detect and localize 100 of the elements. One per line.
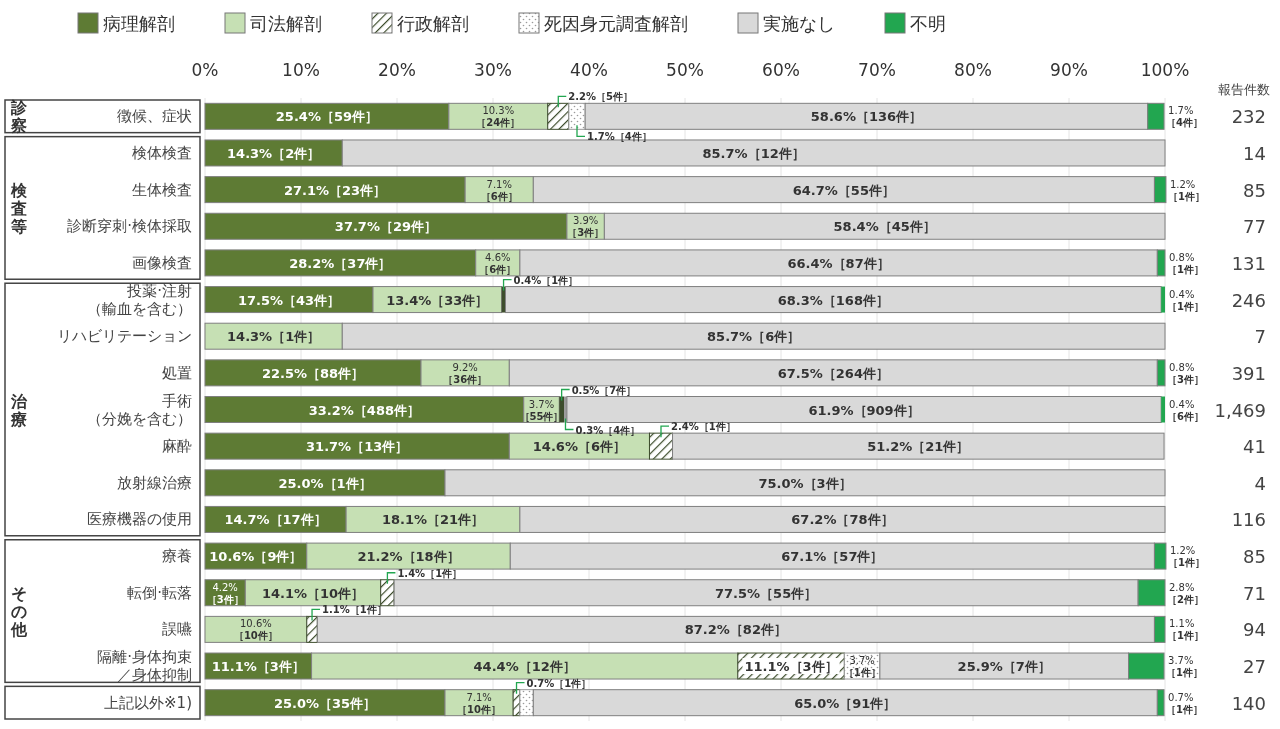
data-label: 0.4%［1件］ xyxy=(1167,288,1204,312)
x-tick-label: 40% xyxy=(570,60,608,80)
data-label: 4.2%［3件］ xyxy=(206,581,244,605)
y2-tick-label: 71 xyxy=(1243,582,1266,604)
data-label: 7.1%［10件］ xyxy=(457,691,502,715)
data-label: 0.3%［4件］ xyxy=(575,424,641,436)
text: 治療 xyxy=(10,391,28,429)
data-label: 58.4%［45件］ xyxy=(833,219,936,235)
data-label: 77.5%［55件］ xyxy=(715,585,818,601)
y-tick-label: 手術（分娩を含む） xyxy=(87,391,192,428)
x-tick-label: 0% xyxy=(191,60,219,80)
x-tick-label: 60% xyxy=(762,60,800,80)
data-label: 21.2%［18件］ xyxy=(357,549,460,565)
y-tick-label: 麻酔 xyxy=(162,437,192,456)
data-label: 64.7%［55件］ xyxy=(792,182,895,198)
data-label: 0.7%［1件］ xyxy=(1166,691,1204,715)
bar xyxy=(559,396,565,423)
x-tick-label: 80% xyxy=(954,60,992,80)
x-tick-label: 70% xyxy=(858,60,896,80)
y-tick-label: 診断穿刺·検体採取 xyxy=(67,217,192,236)
callout: 0.7%［1件］ xyxy=(515,677,592,695)
y2-tick-label: 85 xyxy=(1243,546,1266,568)
y2-tick-label: 246 xyxy=(1231,289,1266,311)
bar xyxy=(1161,286,1165,313)
y2-tick-label: 27 xyxy=(1243,656,1266,678)
callout: 1.1%［1件］ xyxy=(311,604,387,622)
y-tick-label: 療養 xyxy=(162,547,192,566)
data-label: 28.2%［37件］ xyxy=(289,255,392,271)
x-tick-label: 100% xyxy=(1140,60,1190,80)
data-label: 0.5%［7件］ xyxy=(571,384,637,396)
callout: 0.4%［1件］ xyxy=(502,274,579,292)
data-label: 25.9%［7件］ xyxy=(957,659,1051,675)
data-label: 2.8%［2件］ xyxy=(1167,581,1204,605)
x-tick-label: 30% xyxy=(474,60,512,80)
y2-tick-label: 94 xyxy=(1243,619,1266,641)
callout: 1.7%［4件］ xyxy=(576,124,652,143)
data-label: 10.3%［24件］ xyxy=(476,105,521,129)
data-label: 66.4%［87件］ xyxy=(787,255,890,271)
y2-tick-label: 391 xyxy=(1231,362,1266,384)
data-label: 0.7%［1件］ xyxy=(526,677,592,689)
data-label: 25.0%［35件］ xyxy=(273,695,377,711)
data-label: 0.8%［3件］ xyxy=(1167,361,1204,385)
y2-tick-label: 7 xyxy=(1254,326,1266,348)
x-tick-label: 10% xyxy=(282,60,320,80)
y2-tick-label: 14 xyxy=(1243,142,1266,164)
data-label: 10.6%［10件］ xyxy=(233,618,278,642)
y2-axis-title: 報告件数 xyxy=(1218,82,1270,97)
y-tick-label: 画像検査 xyxy=(132,253,192,272)
callout: 0.5%［7件］ xyxy=(561,384,637,402)
data-label: 2.4%［1件］ xyxy=(671,421,736,433)
x-tick-label: 90% xyxy=(1050,60,1088,80)
bar xyxy=(1161,396,1165,423)
y2-tick-label: 85 xyxy=(1243,179,1266,201)
data-label: 58.6%［136件］ xyxy=(810,109,923,125)
y2-tick-label: 77 xyxy=(1243,216,1266,238)
y-tick-label: 処置 xyxy=(162,363,192,382)
y2-tick-label: 4 xyxy=(1254,472,1266,494)
bar xyxy=(306,615,318,643)
y-tick-label: 検体検査 xyxy=(132,143,192,162)
data-label: 9.2%［36件］ xyxy=(443,361,488,385)
bar xyxy=(648,432,674,460)
data-label: 51.2%［21件］ xyxy=(867,439,970,455)
legend-label: 不明 xyxy=(910,13,946,34)
data-label: 3.7%［1件］ xyxy=(1166,655,1204,679)
data-label: 1.1%［1件］ xyxy=(1167,618,1204,642)
legend-label: 実施なし xyxy=(763,13,835,34)
y-tick-label: 隔離·身体拘束／身体抑制 xyxy=(97,648,192,685)
data-label: 0.4%［1件］ xyxy=(513,274,579,286)
y2-tick-label: 232 xyxy=(1231,106,1266,128)
y2-tick-label: 116 xyxy=(1231,509,1266,531)
legend-label: 司法解剖 xyxy=(250,13,322,34)
data-label: 67.2%［78件］ xyxy=(791,512,894,528)
data-label: 1.4%［1件］ xyxy=(397,567,463,579)
y-tick-label: 医療機器の使用 xyxy=(87,510,192,529)
y2-tick-label: 140 xyxy=(1231,692,1266,714)
legend-label: 行政解剖 xyxy=(397,13,469,34)
y-tick-label: 生体検査 xyxy=(132,180,192,199)
data-label: 25.0%［1件］ xyxy=(278,475,372,491)
data-label: 44.4%［12件］ xyxy=(473,659,576,675)
legend-label: 死因身元調査解剖 xyxy=(544,13,688,34)
data-label: 11.1%［3件］ xyxy=(744,659,838,675)
y-tick-label: 徴候、症状 xyxy=(117,107,192,126)
y2-tick-label: 1,469 xyxy=(1214,399,1266,421)
y2-tick-label: 41 xyxy=(1243,436,1266,458)
data-label: 87.2%［82件］ xyxy=(684,622,787,638)
legend-label: 病理解剖 xyxy=(103,13,175,34)
bar xyxy=(547,102,570,130)
data-label: 31.7%［13件］ xyxy=(306,439,409,455)
data-label: 1.1%［1件］ xyxy=(322,604,387,616)
text: 検査等 xyxy=(10,180,28,236)
data-label: 13.4%［33件］ xyxy=(386,292,489,308)
callout: 2.2%［5件］ xyxy=(557,91,633,108)
data-label: 33.2%［488件］ xyxy=(308,402,420,418)
x-tick-label: 50% xyxy=(666,60,704,80)
y-tick-label: 上記以外※1) xyxy=(104,693,192,712)
data-label: 0.4%［6件］ xyxy=(1167,398,1204,422)
y-tick-label: リハビリテーション xyxy=(57,327,192,346)
data-label: 7.1%［6件］ xyxy=(480,178,518,202)
data-label: 14.1%［10件］ xyxy=(261,585,365,601)
data-label: 1.7%［4件］ xyxy=(1166,105,1204,129)
